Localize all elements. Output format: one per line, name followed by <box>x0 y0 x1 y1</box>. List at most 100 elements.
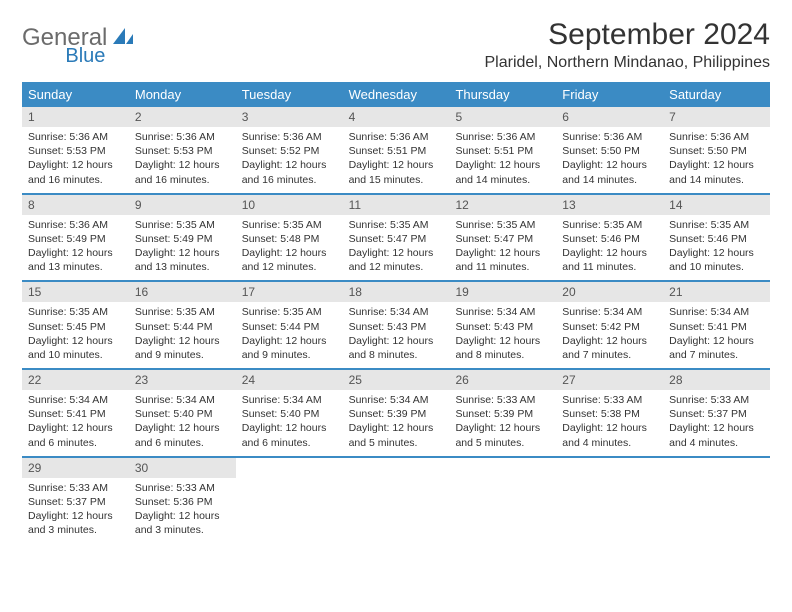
daylight-text: and 11 minutes. <box>562 260 657 274</box>
dow-friday: Friday <box>556 82 663 107</box>
daylight-text: Daylight: 12 hours <box>28 334 123 348</box>
day-cell: 20 Sunrise: 5:34 AMSunset: 5:42 PMDayligh… <box>556 282 663 368</box>
daylight-text: and 15 minutes. <box>349 173 444 187</box>
day-cell: 3Sunrise: 5:36 AMSunset: 5:52 PMDaylight… <box>236 107 343 193</box>
sunset-text: Sunset: 5:51 PM <box>349 144 444 158</box>
sunrise-text: Sunrise: 5:35 AM <box>349 218 444 232</box>
day-number: 11 <box>343 195 450 215</box>
day-details: Sunrise: 5:35 AMSunset: 5:49 PMDaylight:… <box>129 218 236 275</box>
day-number: 30 <box>129 458 236 478</box>
day-number: 29 <box>22 458 129 478</box>
daylight-text: Daylight: 12 hours <box>669 334 764 348</box>
sunset-text: Sunset: 5:47 PM <box>455 232 550 246</box>
daylight-text: and 5 minutes. <box>455 436 550 450</box>
daylight-text: and 4 minutes. <box>669 436 764 450</box>
sunset-text: Sunset: 5:37 PM <box>28 495 123 509</box>
logo: General Blue <box>22 18 175 52</box>
sunrise-text: Sunrise: 5:35 AM <box>242 218 337 232</box>
day-number: 14 <box>663 195 770 215</box>
month-title: September 2024 <box>485 18 771 52</box>
sunrise-text: Sunrise: 5:36 AM <box>349 130 444 144</box>
daylight-text: Daylight: 12 hours <box>28 421 123 435</box>
daylight-text: and 3 minutes. <box>135 523 230 537</box>
day-number: 26 <box>449 370 556 390</box>
sunset-text: Sunset: 5:38 PM <box>562 407 657 421</box>
week-row: 29Sunrise: 5:33 AMSunset: 5:37 PMDayligh… <box>22 458 770 544</box>
day-cell: 29Sunrise: 5:33 AMSunset: 5:37 PMDayligh… <box>22 458 129 544</box>
empty-day <box>449 458 556 544</box>
day-number: 4 <box>343 107 450 127</box>
day-number: 9 <box>129 195 236 215</box>
day-details: Sunrise: 5:33 AMSunset: 5:36 PMDaylight:… <box>129 481 236 538</box>
day-details: Sunrise: 5:34 AMSunset: 5:41 PMDaylight:… <box>663 305 770 362</box>
day-details: Sunrise: 5:36 AMSunset: 5:49 PMDaylight:… <box>22 218 129 275</box>
sunrise-text: Sunrise: 5:34 AM <box>349 305 444 319</box>
day-cell: 16 Sunrise: 5:35 AMSunset: 5:44 PMDayligh… <box>129 282 236 368</box>
week-row: 8Sunrise: 5:36 AMSunset: 5:49 PMDaylight… <box>22 195 770 283</box>
day-details: Sunrise: 5:35 AMSunset: 5:48 PMDaylight:… <box>236 218 343 275</box>
sunset-text: Sunset: 5:39 PM <box>455 407 550 421</box>
day-details: Sunrise: 5:34 AMSunset: 5:40 PMDaylight:… <box>236 393 343 450</box>
sunset-text: Sunset: 5:47 PM <box>349 232 444 246</box>
daylight-text: and 16 minutes. <box>135 173 230 187</box>
day-cell: 23Sunrise: 5:34 AMSunset: 5:40 PMDayligh… <box>129 370 236 456</box>
daylight-text: Daylight: 12 hours <box>669 158 764 172</box>
day-cell: 11 Sunrise: 5:35 AMSunset: 5:47 PMDayligh… <box>343 195 450 281</box>
daylight-text: Daylight: 12 hours <box>135 158 230 172</box>
sunrise-text: Sunrise: 5:36 AM <box>669 130 764 144</box>
daylight-text: and 10 minutes. <box>669 260 764 274</box>
daylight-text: and 13 minutes. <box>135 260 230 274</box>
daylight-text: Daylight: 12 hours <box>562 334 657 348</box>
day-cell: 26Sunrise: 5:33 AMSunset: 5:39 PMDayligh… <box>449 370 556 456</box>
empty-day <box>556 458 663 544</box>
sunset-text: Sunset: 5:36 PM <box>135 495 230 509</box>
day-details: Sunrise: 5:33 AMSunset: 5:38 PMDaylight:… <box>556 393 663 450</box>
daylight-text: Daylight: 12 hours <box>349 246 444 260</box>
sunset-text: Sunset: 5:44 PM <box>242 320 337 334</box>
daylight-text: Daylight: 12 hours <box>242 334 337 348</box>
daylight-text: Daylight: 12 hours <box>242 421 337 435</box>
day-details: Sunrise: 5:35 AMSunset: 5:47 PMDaylight:… <box>343 218 450 275</box>
calendar: SundayMondayTuesdayWednesdayThursdayFrid… <box>22 82 770 543</box>
sunset-text: Sunset: 5:45 PM <box>28 320 123 334</box>
sunset-text: Sunset: 5:50 PM <box>562 144 657 158</box>
day-cell: 14Sunrise: 5:35 AMSunset: 5:46 PMDayligh… <box>663 195 770 281</box>
day-cell: 13Sunrise: 5:35 AMSunset: 5:46 PMDayligh… <box>556 195 663 281</box>
sunset-text: Sunset: 5:40 PM <box>242 407 337 421</box>
logo-text-blue: Blue <box>65 45 105 68</box>
daylight-text: and 16 minutes. <box>28 173 123 187</box>
day-number: 20 <box>556 282 663 302</box>
daylight-text: Daylight: 12 hours <box>349 421 444 435</box>
week-row: 1Sunrise: 5:36 AMSunset: 5:53 PMDaylight… <box>22 107 770 195</box>
daylight-text: Daylight: 12 hours <box>455 334 550 348</box>
weeks-container: 1Sunrise: 5:36 AMSunset: 5:53 PMDaylight… <box>22 107 770 543</box>
day-details: Sunrise: 5:35 AMSunset: 5:44 PMDaylight:… <box>129 305 236 362</box>
day-number: 16 <box>129 282 236 302</box>
sunrise-text: Sunrise: 5:36 AM <box>242 130 337 144</box>
sunset-text: Sunset: 5:43 PM <box>455 320 550 334</box>
day-cell: 1Sunrise: 5:36 AMSunset: 5:53 PMDaylight… <box>22 107 129 193</box>
daylight-text: and 4 minutes. <box>562 436 657 450</box>
day-details: Sunrise: 5:34 AMSunset: 5:42 PMDaylight:… <box>556 305 663 362</box>
day-cell: 4Sunrise: 5:36 AMSunset: 5:51 PMDaylight… <box>343 107 450 193</box>
sunrise-text: Sunrise: 5:35 AM <box>455 218 550 232</box>
day-cell: 2Sunrise: 5:36 AMSunset: 5:53 PMDaylight… <box>129 107 236 193</box>
day-number: 10 <box>236 195 343 215</box>
sunset-text: Sunset: 5:44 PM <box>135 320 230 334</box>
sunset-text: Sunset: 5:40 PM <box>135 407 230 421</box>
day-details: Sunrise: 5:35 AMSunset: 5:47 PMDaylight:… <box>449 218 556 275</box>
daylight-text: Daylight: 12 hours <box>455 158 550 172</box>
day-cell: 18Sunrise: 5:34 AMSunset: 5:43 PMDayligh… <box>343 282 450 368</box>
sunset-text: Sunset: 5:42 PM <box>562 320 657 334</box>
day-number: 13 <box>556 195 663 215</box>
daylight-text: and 14 minutes. <box>562 173 657 187</box>
day-cell: 24Sunrise: 5:34 AMSunset: 5:40 PMDayligh… <box>236 370 343 456</box>
sunrise-text: Sunrise: 5:34 AM <box>242 393 337 407</box>
sunrise-text: Sunrise: 5:34 AM <box>562 305 657 319</box>
day-cell: 12Sunrise: 5:35 AMSunset: 5:47 PMDayligh… <box>449 195 556 281</box>
sunset-text: Sunset: 5:43 PM <box>349 320 444 334</box>
sunrise-text: Sunrise: 5:35 AM <box>135 218 230 232</box>
dow-saturday: Saturday <box>663 82 770 107</box>
sunrise-text: Sunrise: 5:35 AM <box>135 305 230 319</box>
location-text: Plaridel, Northern Mindanao, Philippines <box>485 54 771 72</box>
